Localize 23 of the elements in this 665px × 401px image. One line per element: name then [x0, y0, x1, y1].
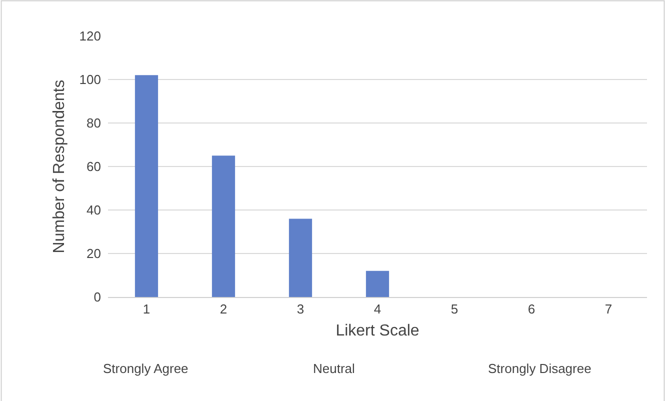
y-axis-title: Number of Respondents: [51, 80, 68, 254]
x-tick-label: 3: [296, 302, 304, 317]
x-tick-label: 5: [450, 302, 458, 317]
y-tick-label: 0: [94, 290, 101, 305]
x-tick-label: 2: [220, 302, 228, 317]
text: Strongly Disagree: [488, 361, 592, 376]
x-axis-title: Likert Scale: [336, 322, 420, 340]
text: Strongly Agree: [103, 361, 188, 376]
x-tick-label: 1: [142, 302, 150, 317]
y-tick-label: 40: [86, 202, 101, 218]
x-tick-label: 7: [604, 302, 612, 317]
y-tick-label: 100: [79, 72, 101, 88]
bar: [212, 156, 236, 297]
y-tick-label: 120: [79, 28, 101, 44]
bar: [366, 270, 390, 297]
bar: [288, 218, 312, 297]
x-tick-label: 4: [374, 302, 382, 317]
x-tick-label: 6: [528, 302, 536, 317]
y-tick-label: 20: [86, 246, 101, 262]
y-tick-label: 80: [86, 116, 101, 131]
bar: [134, 75, 158, 297]
y-tick-label: 60: [86, 159, 101, 174]
text: Neutral: [313, 361, 356, 376]
